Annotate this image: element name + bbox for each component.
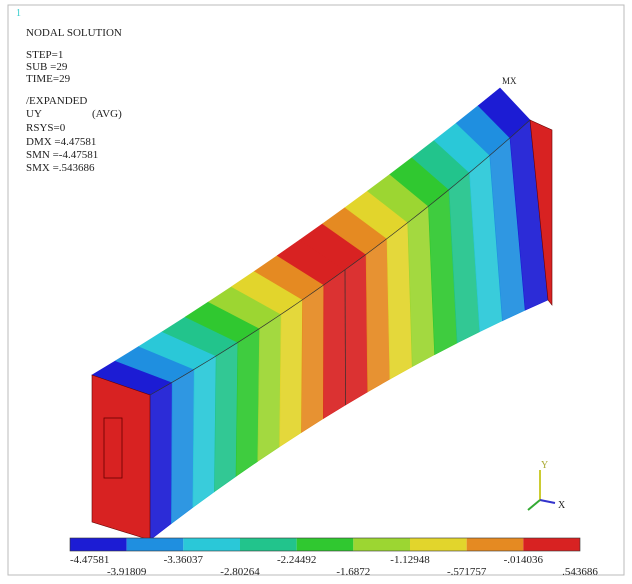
legend-swatch: [410, 538, 467, 551]
legend-swatch: [70, 538, 127, 551]
beam-front-strip: [193, 356, 216, 507]
ansys-window: 1 NODAL SOLUTION STEP=1 SUB =29 TIME=29 …: [0, 0, 632, 584]
beam-front-strip: [366, 239, 390, 392]
beam-front-strip: [171, 369, 194, 523]
info-line: SMX =.543686: [26, 162, 95, 174]
beam-front-strip: [280, 300, 303, 447]
info-line: TIME=29: [26, 73, 71, 85]
beam-front-strip: [323, 270, 345, 419]
legend-label: -4.47581: [70, 554, 109, 566]
beam-front-strip: [345, 254, 368, 405]
beam-front-strip: [150, 382, 172, 540]
info-line: /EXPANDED: [26, 95, 87, 107]
info-avg: (AVG): [92, 108, 122, 120]
beam-front-strip: [214, 342, 238, 491]
legend-swatch: [183, 538, 240, 551]
legend-label: -2.24492: [277, 554, 316, 566]
viewport-number: 1: [16, 8, 21, 19]
legend-label: -3.91809: [107, 566, 147, 578]
beam-front-strip: [301, 285, 323, 433]
legend-label: -.014036: [504, 554, 544, 566]
triad-x: X: [558, 500, 566, 511]
info-line: SMN =-4.47581: [26, 149, 98, 161]
legend-swatch: [467, 538, 524, 551]
beam-end-face: [92, 375, 150, 540]
legend-swatch: [353, 538, 410, 551]
info-quantity: UY: [26, 108, 42, 120]
info-line: SUB =29: [26, 61, 68, 73]
legend-label: .543686: [562, 566, 598, 578]
legend-label: -.571757: [447, 566, 487, 578]
legend-label: -1.12948: [390, 554, 430, 566]
max-label: MX: [502, 76, 517, 86]
legend-swatch: [240, 538, 297, 551]
beam-front-strip: [258, 314, 281, 461]
legend-swatch: [523, 538, 580, 551]
info-line: RSYS=0: [26, 122, 66, 134]
info-line: DMX =4.47581: [26, 136, 96, 148]
beam-front-strip: [236, 328, 260, 476]
triad-y: Y: [541, 460, 548, 471]
info-title: NODAL SOLUTION: [26, 27, 122, 39]
info-line: STEP=1: [26, 49, 63, 61]
legend-label: -1.6872: [336, 566, 370, 578]
legend-label: -2.80264: [220, 566, 260, 578]
legend-swatch: [127, 538, 184, 551]
beam-mid-edge: [345, 270, 346, 405]
legend-label: -3.36037: [164, 554, 204, 566]
legend-swatch: [297, 538, 354, 551]
